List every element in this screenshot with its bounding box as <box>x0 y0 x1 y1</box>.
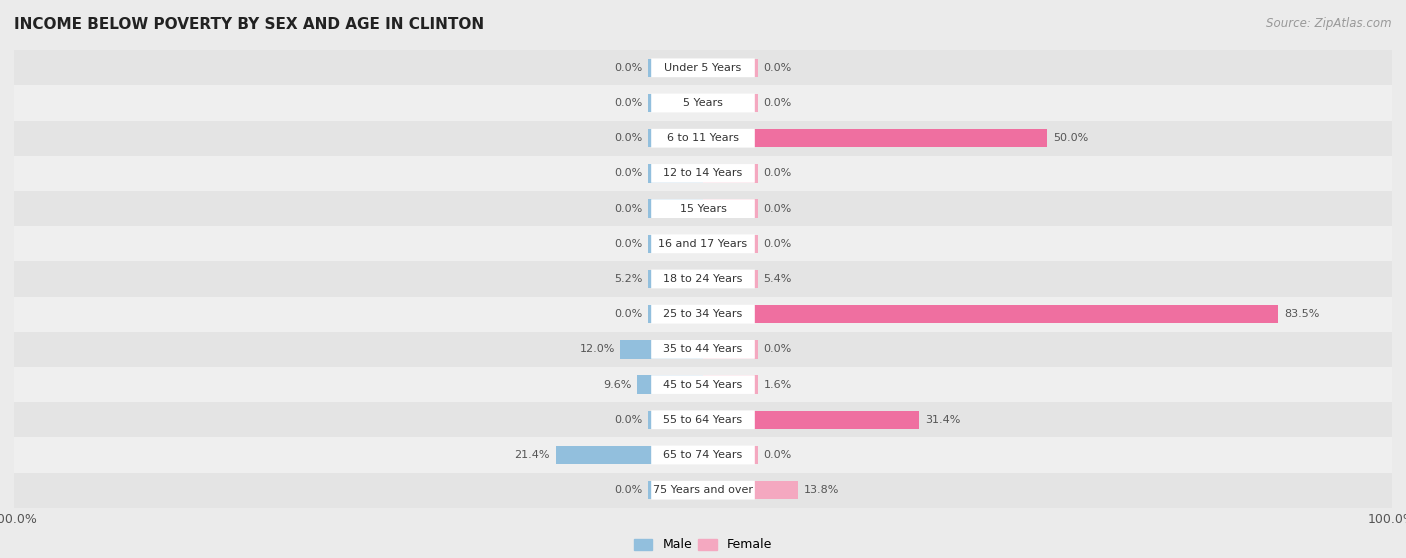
Bar <box>555 446 703 464</box>
Bar <box>14 121 1392 156</box>
Bar <box>648 305 703 323</box>
Text: 55 to 64 Years: 55 to 64 Years <box>664 415 742 425</box>
Text: Source: ZipAtlas.com: Source: ZipAtlas.com <box>1267 17 1392 30</box>
FancyBboxPatch shape <box>651 270 755 288</box>
Bar <box>648 94 703 112</box>
Text: 15 Years: 15 Years <box>679 204 727 214</box>
Bar <box>703 59 758 77</box>
FancyBboxPatch shape <box>651 481 755 499</box>
Text: 0.0%: 0.0% <box>763 204 792 214</box>
FancyBboxPatch shape <box>651 375 755 394</box>
Text: 0.0%: 0.0% <box>614 133 643 143</box>
Text: 0.0%: 0.0% <box>763 450 792 460</box>
Text: 16 and 17 Years: 16 and 17 Years <box>658 239 748 249</box>
Bar <box>703 340 758 359</box>
Bar <box>648 59 703 77</box>
Text: 0.0%: 0.0% <box>614 204 643 214</box>
Bar <box>648 199 703 218</box>
FancyBboxPatch shape <box>651 305 755 324</box>
Text: 0.0%: 0.0% <box>614 485 643 495</box>
FancyBboxPatch shape <box>651 340 755 359</box>
Text: 0.0%: 0.0% <box>763 239 792 249</box>
FancyBboxPatch shape <box>651 129 755 148</box>
Text: 21.4%: 21.4% <box>515 450 550 460</box>
Bar <box>703 376 758 394</box>
Text: 5.2%: 5.2% <box>614 274 643 284</box>
Bar <box>14 437 1392 473</box>
Bar <box>703 446 758 464</box>
Text: 12 to 14 Years: 12 to 14 Years <box>664 169 742 179</box>
Bar <box>648 411 703 429</box>
Text: 0.0%: 0.0% <box>614 239 643 249</box>
Text: 31.4%: 31.4% <box>925 415 960 425</box>
Bar <box>14 473 1392 508</box>
Bar <box>14 85 1392 121</box>
Bar <box>703 129 1047 147</box>
Text: 0.0%: 0.0% <box>614 63 643 73</box>
FancyBboxPatch shape <box>651 446 755 464</box>
Text: 35 to 44 Years: 35 to 44 Years <box>664 344 742 354</box>
Legend: Male, Female: Male, Female <box>628 533 778 556</box>
Bar <box>703 270 758 288</box>
FancyBboxPatch shape <box>651 94 755 112</box>
Bar <box>637 376 703 394</box>
Bar <box>648 235 703 253</box>
Bar <box>14 156 1392 191</box>
Text: 0.0%: 0.0% <box>614 169 643 179</box>
Bar <box>703 164 758 182</box>
FancyBboxPatch shape <box>651 410 755 429</box>
Text: 75 Years and over: 75 Years and over <box>652 485 754 495</box>
Bar <box>14 191 1392 226</box>
Text: 12.0%: 12.0% <box>579 344 614 354</box>
Bar <box>703 235 758 253</box>
Bar <box>14 297 1392 332</box>
Bar <box>14 367 1392 402</box>
Bar <box>703 305 1278 323</box>
Text: 9.6%: 9.6% <box>603 379 631 389</box>
Bar <box>648 270 703 288</box>
Text: 0.0%: 0.0% <box>614 415 643 425</box>
Text: 13.8%: 13.8% <box>804 485 839 495</box>
FancyBboxPatch shape <box>651 164 755 183</box>
FancyBboxPatch shape <box>651 234 755 253</box>
Text: 45 to 54 Years: 45 to 54 Years <box>664 379 742 389</box>
Text: 83.5%: 83.5% <box>1284 309 1319 319</box>
Bar <box>14 50 1392 85</box>
Bar <box>14 261 1392 297</box>
Text: Under 5 Years: Under 5 Years <box>665 63 741 73</box>
Text: 0.0%: 0.0% <box>763 169 792 179</box>
Text: 0.0%: 0.0% <box>763 63 792 73</box>
Bar <box>620 340 703 359</box>
Text: INCOME BELOW POVERTY BY SEX AND AGE IN CLINTON: INCOME BELOW POVERTY BY SEX AND AGE IN C… <box>14 17 484 32</box>
FancyBboxPatch shape <box>651 59 755 77</box>
Bar <box>14 402 1392 437</box>
Text: 0.0%: 0.0% <box>763 344 792 354</box>
FancyBboxPatch shape <box>651 199 755 218</box>
Text: 5.4%: 5.4% <box>763 274 792 284</box>
Text: 0.0%: 0.0% <box>614 309 643 319</box>
Text: 5 Years: 5 Years <box>683 98 723 108</box>
Bar <box>648 164 703 182</box>
Bar <box>14 226 1392 261</box>
Bar <box>703 94 758 112</box>
Text: 25 to 34 Years: 25 to 34 Years <box>664 309 742 319</box>
Text: 6 to 11 Years: 6 to 11 Years <box>666 133 740 143</box>
Bar <box>703 481 799 499</box>
Bar <box>703 411 920 429</box>
Text: 65 to 74 Years: 65 to 74 Years <box>664 450 742 460</box>
Text: 0.0%: 0.0% <box>763 98 792 108</box>
Bar <box>648 129 703 147</box>
Text: 50.0%: 50.0% <box>1053 133 1088 143</box>
Bar <box>648 481 703 499</box>
Text: 1.6%: 1.6% <box>763 379 792 389</box>
Bar <box>703 199 758 218</box>
Bar <box>14 332 1392 367</box>
Text: 18 to 24 Years: 18 to 24 Years <box>664 274 742 284</box>
Text: 0.0%: 0.0% <box>614 98 643 108</box>
